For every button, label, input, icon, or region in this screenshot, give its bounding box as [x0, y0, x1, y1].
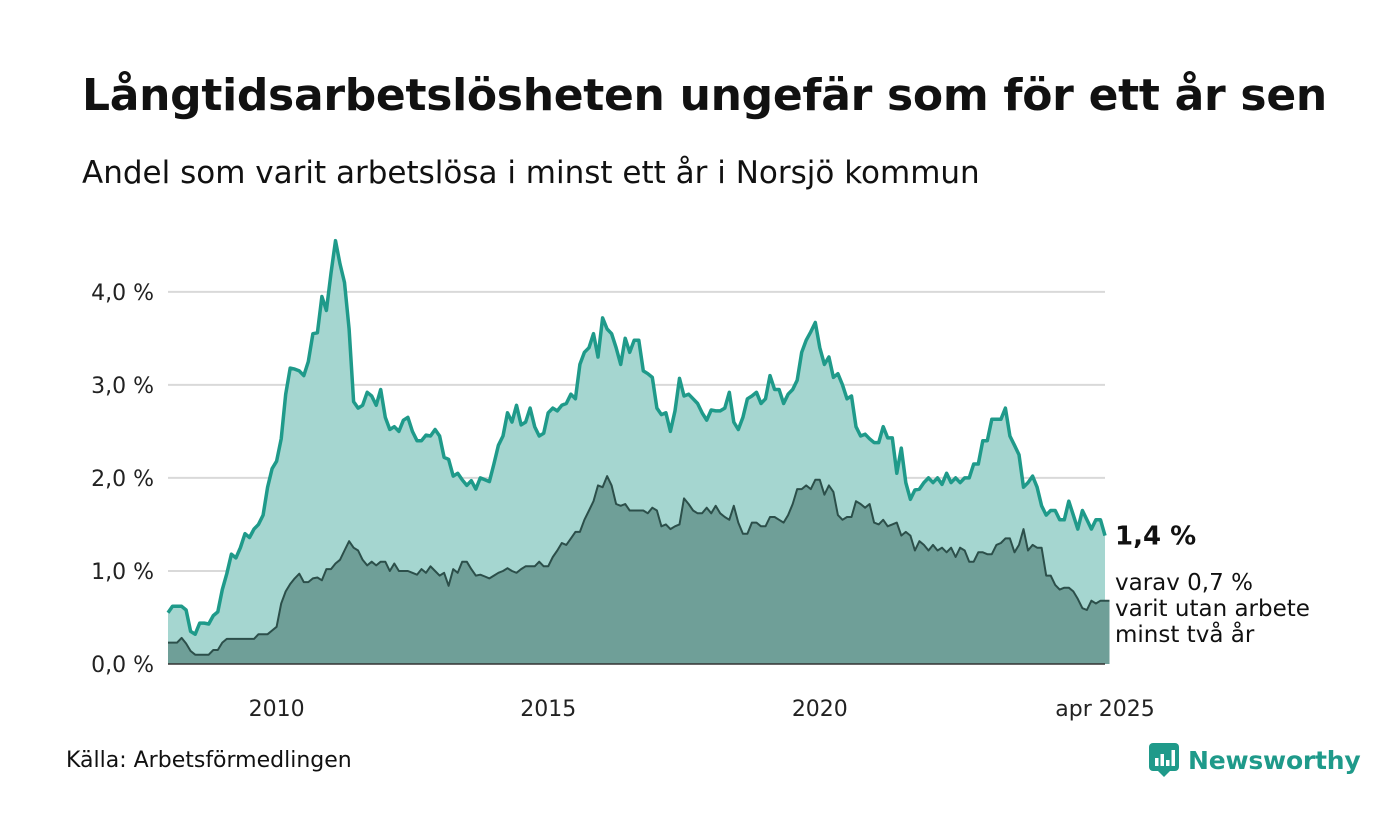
brand-name: Newsworthy [1188, 745, 1361, 775]
end-label-sub-line: varit utan arbete [1115, 596, 1310, 622]
y-tick-label: 1,0 % [91, 560, 154, 585]
y-tick-label: 4,0 % [91, 281, 154, 306]
brand[interactable]: Newsworthy [1148, 742, 1361, 778]
series-line-main [166, 238, 1107, 636]
x-tick-label: 2015 [520, 697, 576, 722]
axis-layer: 0,0 % 1,0 % 2,0 % 3,0 % 4,0 % 2010 2015 2020 apr… [91, 281, 1155, 722]
y-tick-label: 0,0 % [91, 653, 154, 678]
series-line-sub [168, 475, 1110, 656]
end-label-sub-line: minst två år [1115, 620, 1255, 648]
newsworthy-logo-icon [1149, 743, 1179, 777]
y-tick-label: 2,0 % [91, 467, 154, 492]
x-tick-label: 2010 [249, 697, 305, 722]
end-label-sub-line: varav 0,7 % [1115, 570, 1253, 596]
chart-title: Långtidsarbetslösheten ungefär som för e… [82, 70, 1327, 121]
area-layer [166, 238, 1110, 664]
x-tick-label: 2020 [792, 697, 848, 722]
x-tick-label: apr 2025 [1055, 697, 1154, 722]
y-tick-label: 3,0 % [91, 374, 154, 399]
end-label-main: 1,4 % [1115, 522, 1196, 552]
chart-subtitle: Andel som varit arbetslösa i minst ett å… [82, 155, 980, 191]
source-note: Källa: Arbetsförmedlingen [66, 748, 352, 773]
